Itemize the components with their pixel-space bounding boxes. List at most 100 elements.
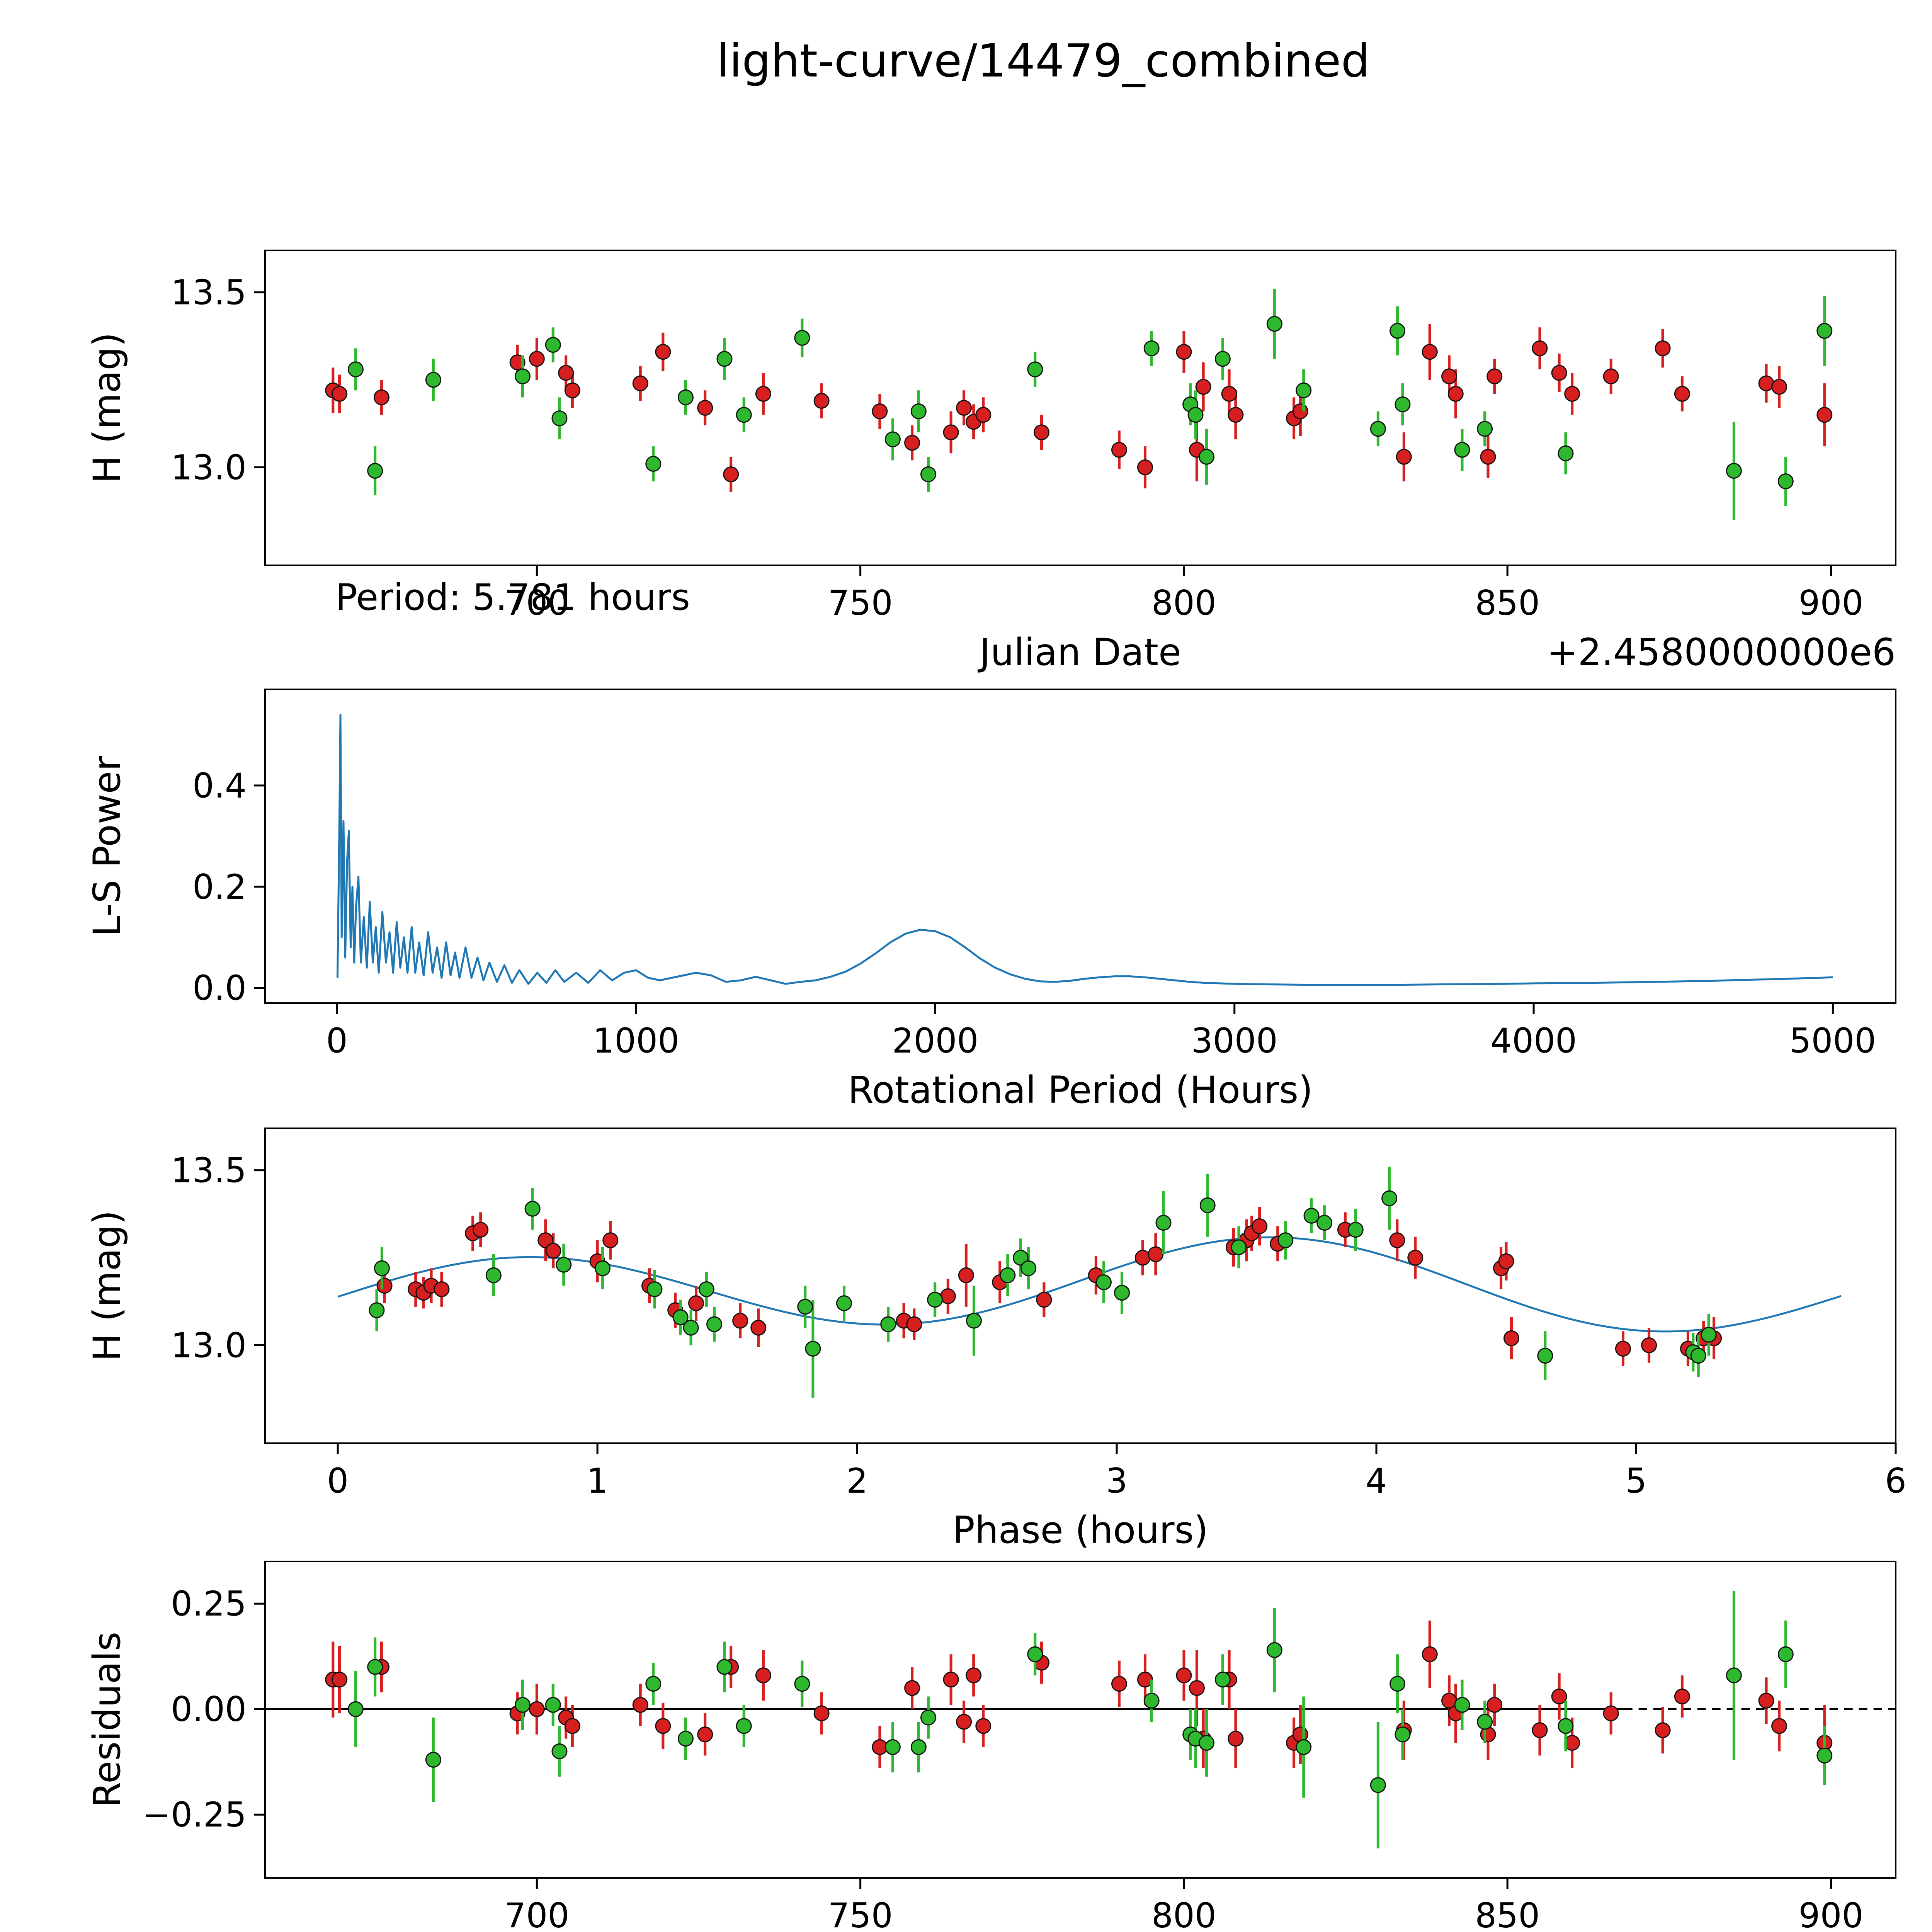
data-point xyxy=(376,1278,393,1294)
data-point xyxy=(677,1731,694,1747)
data-point xyxy=(755,1667,771,1684)
data-point xyxy=(514,1697,531,1713)
data-point xyxy=(1303,1208,1320,1224)
axes-spines xyxy=(264,689,1896,1004)
x-tick-label: 4 xyxy=(1366,1461,1387,1501)
data-point xyxy=(1486,1697,1503,1713)
data-point xyxy=(1486,368,1503,384)
y-axis-label: Residuals xyxy=(85,1632,129,1808)
data-point xyxy=(529,1701,545,1717)
data-point xyxy=(697,1726,713,1743)
x-axis-label: Julian Date xyxy=(978,631,1181,674)
data-point xyxy=(1480,449,1496,465)
x-axis-label: Phase (hours) xyxy=(952,1509,1208,1552)
data-point xyxy=(1095,1274,1112,1290)
data-point xyxy=(688,1295,704,1311)
y-tick-label: 13.0 xyxy=(171,447,247,487)
data-point xyxy=(545,337,561,353)
data-point xyxy=(1758,375,1774,391)
plot-area-phase-folded xyxy=(337,1167,1842,1398)
data-point xyxy=(1447,386,1464,402)
data-point xyxy=(564,1718,580,1734)
data-point xyxy=(683,1320,699,1336)
data-point xyxy=(940,1288,956,1304)
data-point xyxy=(373,389,389,405)
axes-spines xyxy=(264,1561,1896,1879)
data-point xyxy=(1771,1718,1787,1734)
data-point xyxy=(1027,361,1043,378)
data-point xyxy=(1615,1341,1631,1357)
data-point xyxy=(1641,1337,1657,1353)
data-point xyxy=(872,403,888,420)
data-point xyxy=(966,1313,982,1329)
y-tick-label: −0.25 xyxy=(142,1795,247,1835)
data-point xyxy=(1347,1222,1364,1238)
data-point xyxy=(1389,1676,1406,1692)
data-point xyxy=(1477,1714,1493,1730)
data-point xyxy=(602,1232,619,1248)
data-point xyxy=(920,466,936,483)
data-point xyxy=(1422,344,1438,360)
data-point xyxy=(706,1316,723,1332)
y-axis-label: H (mag) xyxy=(85,332,129,483)
data-point xyxy=(975,1718,992,1734)
data-point xyxy=(1370,421,1386,437)
data-point xyxy=(1036,1292,1052,1308)
data-point xyxy=(1143,340,1160,357)
data-point xyxy=(537,1232,554,1248)
green-residuals xyxy=(347,1591,1833,1849)
data-point xyxy=(1758,1692,1774,1709)
data-point xyxy=(434,1281,450,1298)
data-point xyxy=(558,365,574,381)
data-point xyxy=(551,410,568,427)
data-point xyxy=(632,1697,648,1713)
plot-area-periodogram xyxy=(336,714,1833,986)
data-point xyxy=(1000,1267,1016,1283)
data-point xyxy=(556,1257,572,1273)
x-offset-label: +2.4580000000e6 xyxy=(1547,631,1896,674)
data-point xyxy=(1558,445,1574,461)
data-point xyxy=(1690,1348,1706,1364)
data-point xyxy=(369,1302,385,1318)
data-point xyxy=(1195,379,1211,395)
data-point xyxy=(1137,459,1153,475)
y-axis-label: L-S Power xyxy=(85,755,129,937)
data-point xyxy=(750,1320,767,1336)
data-point xyxy=(646,1281,663,1298)
x-tick-label: 850 xyxy=(1475,583,1540,623)
data-point xyxy=(1134,1250,1151,1266)
data-point xyxy=(975,407,992,423)
data-point xyxy=(1454,442,1470,458)
panel-periodogram: 0 1000 2000 3000 4000 5000 0.0 0.2 0.4 Rotational… xyxy=(85,689,1896,1112)
data-point xyxy=(1503,1330,1519,1346)
y-tick-label: 0.25 xyxy=(171,1584,247,1624)
data-point xyxy=(347,361,364,378)
data-point xyxy=(1176,344,1192,360)
data-point xyxy=(797,1299,813,1315)
data-point xyxy=(794,330,810,346)
data-point xyxy=(956,400,972,416)
data-point xyxy=(1199,449,1215,465)
y-tick-label: 0.4 xyxy=(192,766,247,806)
data-point xyxy=(716,1659,733,1675)
data-point xyxy=(1155,1215,1172,1231)
data-point xyxy=(1537,1348,1553,1364)
x-tick-label: 800 xyxy=(1151,583,1216,623)
data-point xyxy=(1176,1667,1192,1684)
data-point xyxy=(1012,1250,1029,1266)
data-point xyxy=(904,435,920,451)
data-point xyxy=(884,431,901,447)
data-point xyxy=(1228,407,1244,423)
x-tick-label: 0 xyxy=(326,1021,348,1061)
data-point xyxy=(1370,1777,1386,1793)
data-point xyxy=(880,1316,896,1332)
x-tick-label: 2000 xyxy=(892,1021,978,1061)
data-point xyxy=(1228,1731,1244,1747)
data-point xyxy=(1114,1285,1130,1301)
data-point xyxy=(1454,1697,1470,1713)
x-tick-label: 750 xyxy=(828,583,893,623)
data-point xyxy=(1111,1676,1127,1692)
data-point xyxy=(1214,351,1231,367)
